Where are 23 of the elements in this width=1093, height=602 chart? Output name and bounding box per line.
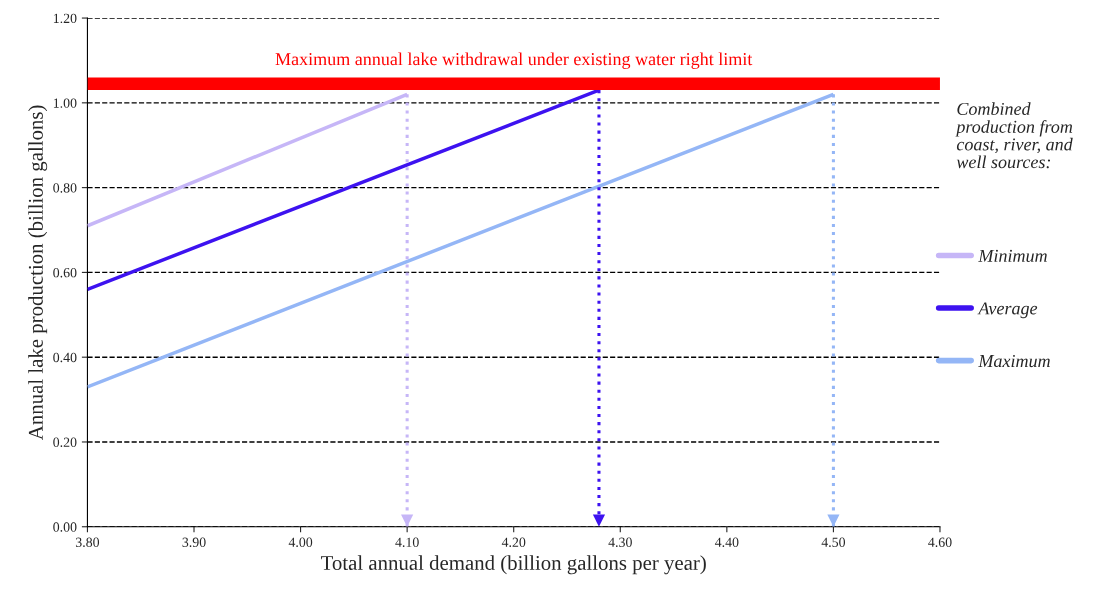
x-tick-label: 4.50 (821, 537, 846, 547)
x-tick-label: 4.30 (608, 537, 632, 547)
x-tick-label: 4.40 (714, 537, 739, 547)
x-tick-label: 3.80 (75, 537, 100, 547)
x-tick-label: 4.20 (501, 537, 526, 547)
legend-label: Average (977, 302, 1038, 319)
y-tick-label: 0.40 (53, 352, 77, 363)
legend-label: Maximum (978, 354, 1050, 368)
legend-title: Combined production from coast, river, and well sources: (955, 102, 1073, 169)
y-tick-label: 0.20 (53, 437, 77, 447)
y-tick-label: 1.00 (53, 98, 77, 108)
y-tick-label: 0.00 (53, 522, 77, 532)
x-tick-label: 4.00 (288, 537, 313, 547)
y-tick-label: 1.20 (53, 13, 77, 24)
x-tick-label: 3.90 (182, 537, 206, 547)
x-tick-label: 4.10 (395, 537, 419, 547)
y-tick-label: 0.80 (53, 183, 77, 193)
band-label: Maximum annual lake withdrawal under existing water right limit (275, 52, 753, 69)
y-tick-label: 0.60 (53, 267, 77, 278)
legend-label: Minimum (978, 249, 1047, 262)
y-axis-title: Annual lake production (billion gallons) (28, 105, 48, 440)
x-axis-title: Total annual demand (billion gallons per year) (321, 555, 706, 575)
x-tick-label: 4.60 (928, 537, 952, 547)
